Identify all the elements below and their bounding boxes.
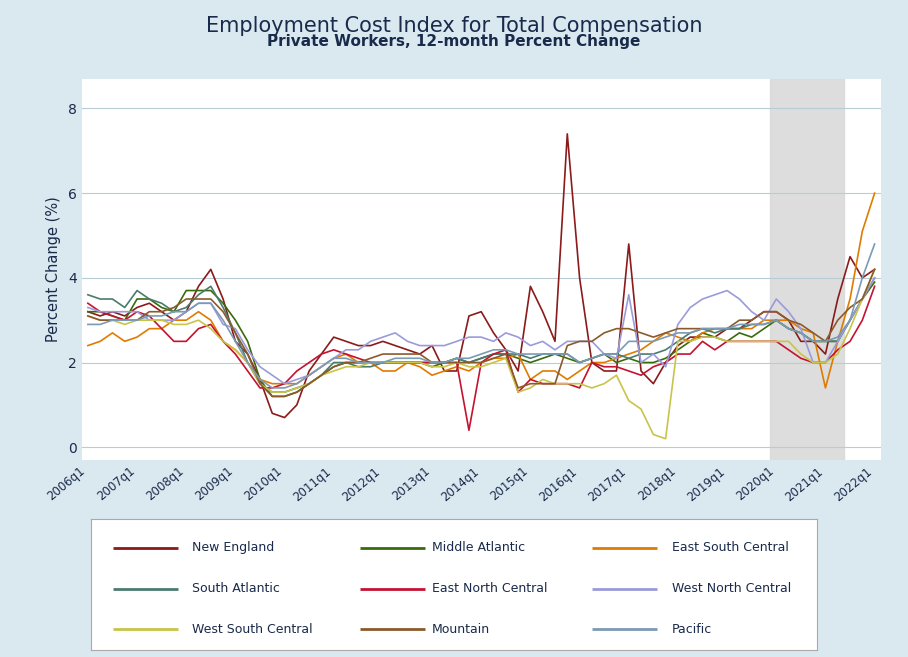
Y-axis label: Percent Change (%): Percent Change (%) bbox=[46, 196, 61, 342]
Text: West North Central: West North Central bbox=[672, 582, 791, 595]
Text: Private Workers, 12-month Percent Change: Private Workers, 12-month Percent Change bbox=[267, 34, 641, 49]
Text: Pacific: Pacific bbox=[672, 623, 712, 636]
Text: East North Central: East North Central bbox=[432, 582, 548, 595]
Text: Mountain: Mountain bbox=[432, 623, 490, 636]
Text: Employment Cost Index for Total Compensation: Employment Cost Index for Total Compensa… bbox=[206, 16, 702, 36]
Bar bbox=[770, 79, 844, 460]
Text: East South Central: East South Central bbox=[672, 541, 789, 555]
Text: West South Central: West South Central bbox=[192, 623, 313, 636]
Text: South Atlantic: South Atlantic bbox=[192, 582, 281, 595]
Text: New England: New England bbox=[192, 541, 275, 555]
Text: Middle Atlantic: Middle Atlantic bbox=[432, 541, 526, 555]
